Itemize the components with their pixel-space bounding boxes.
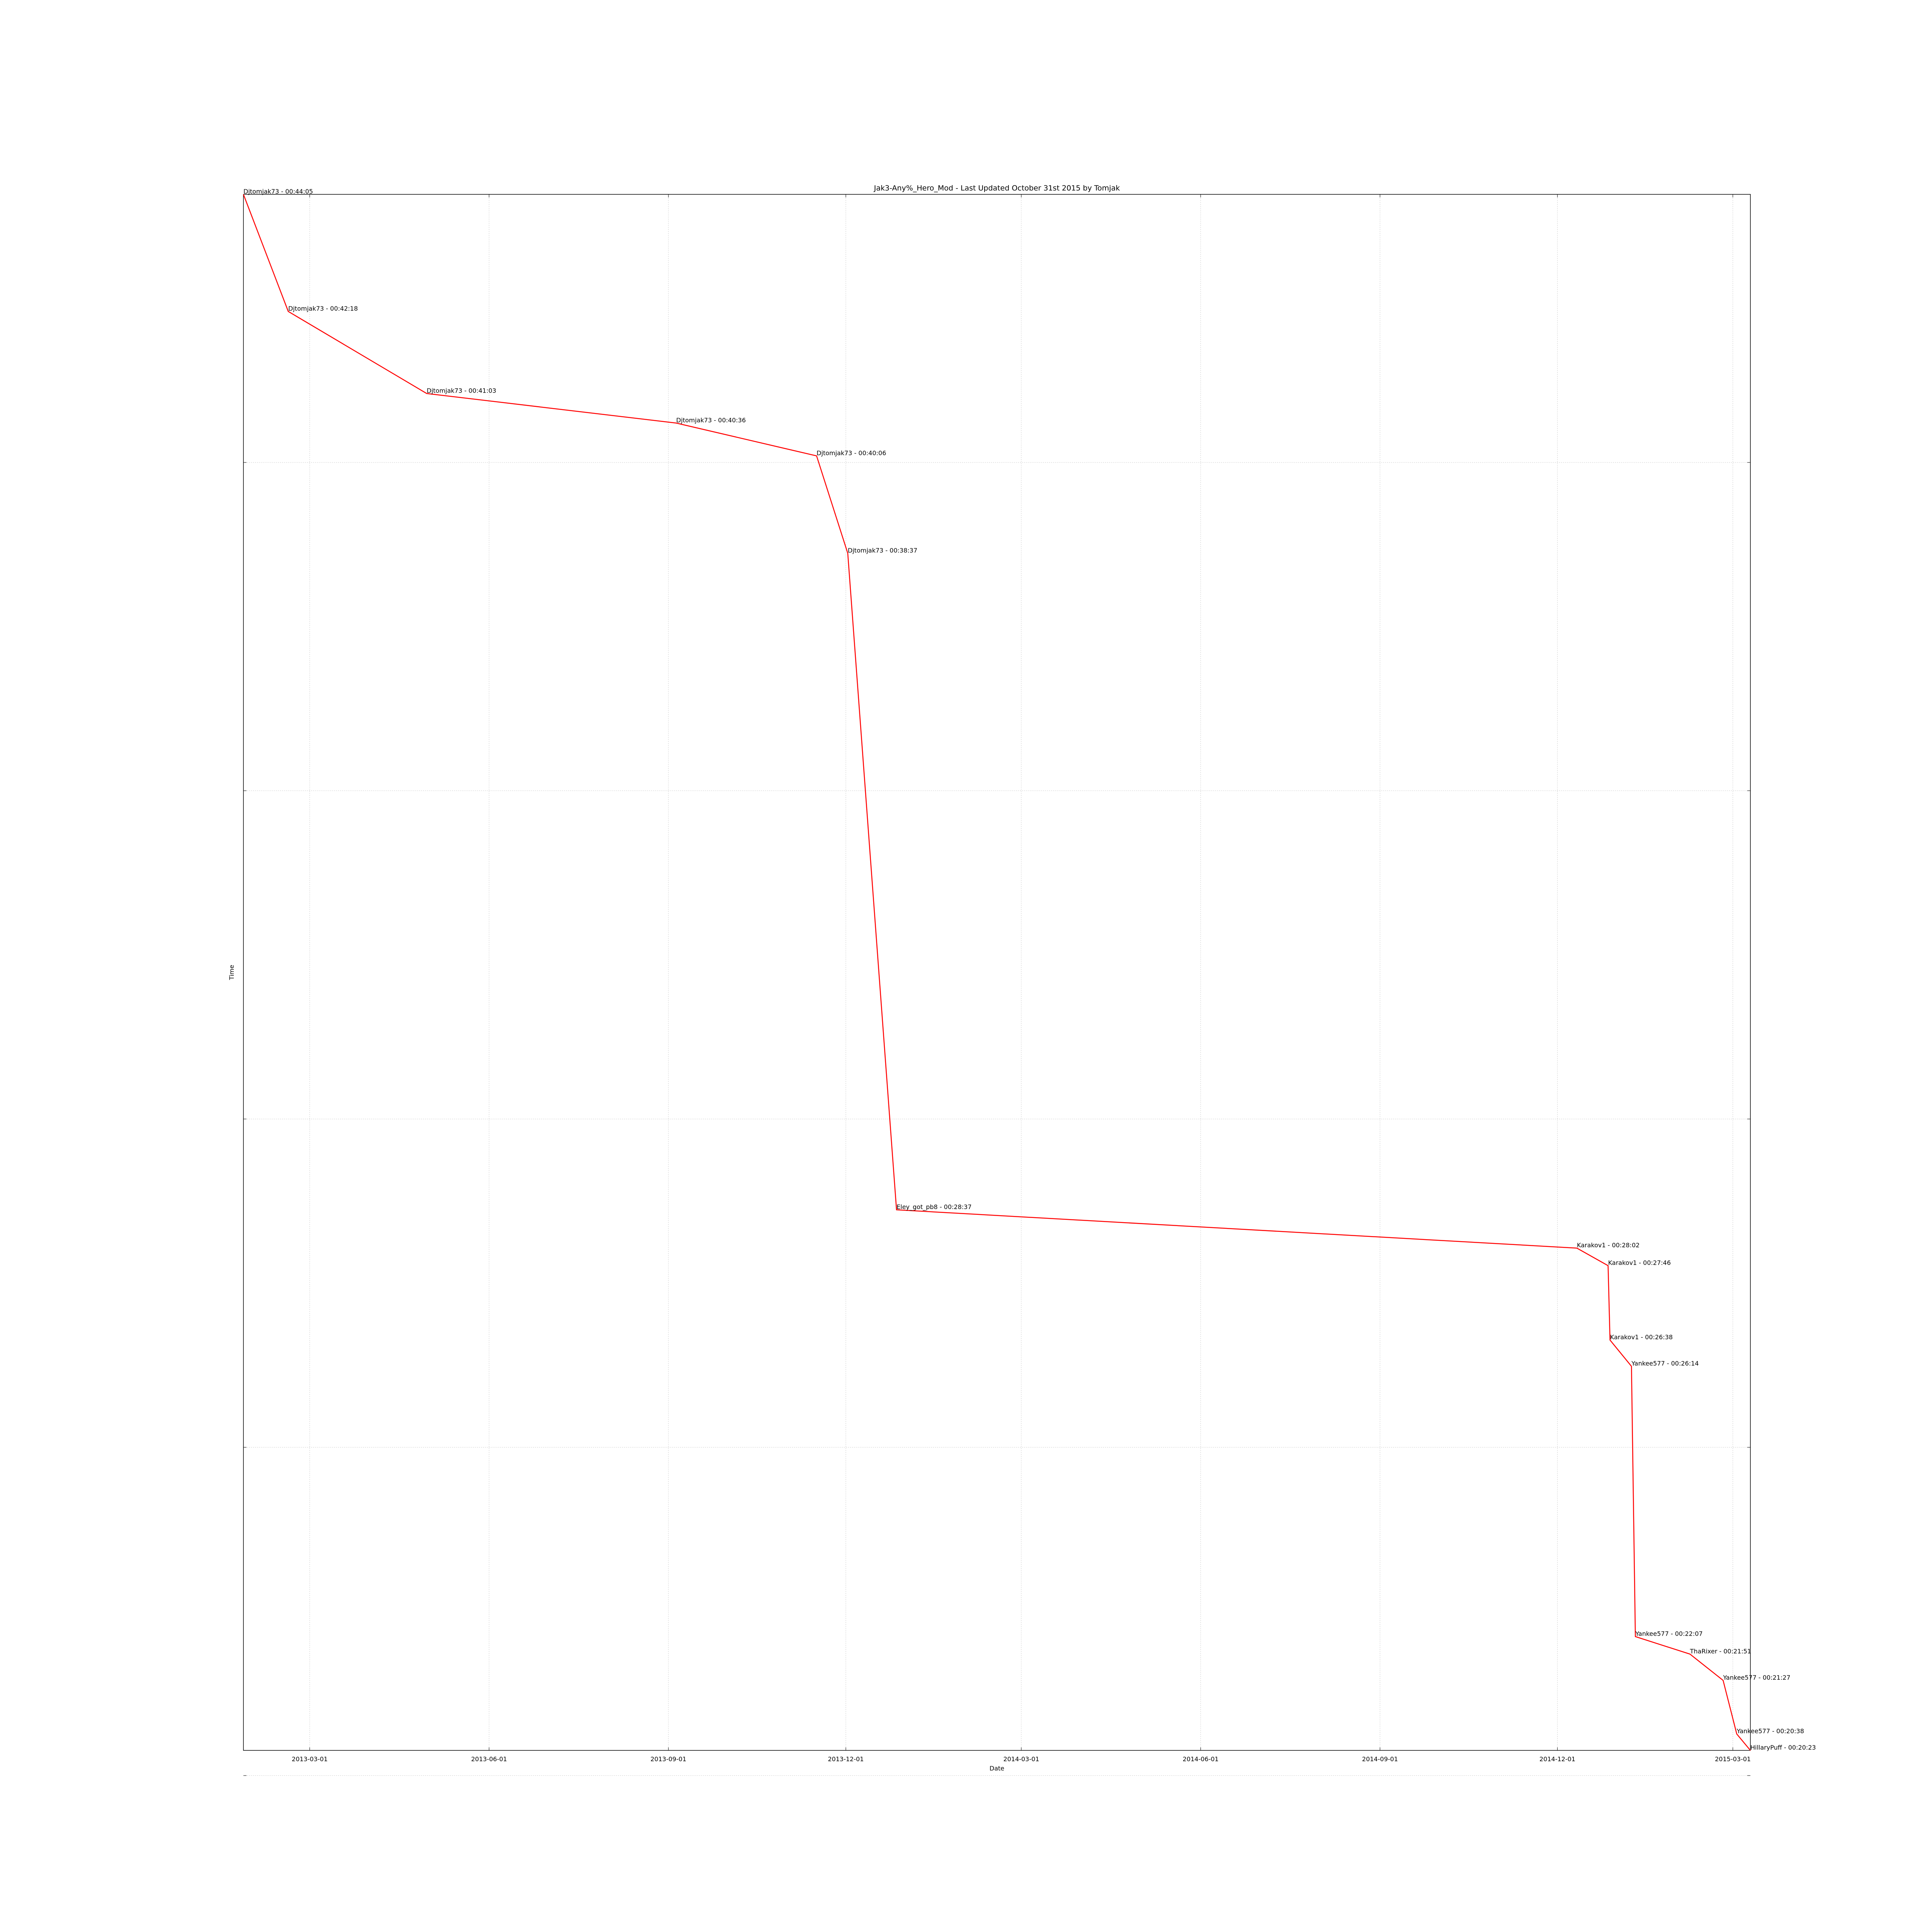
x-tick-label: 2013-12-01 (828, 1755, 864, 1763)
x-axis-ticks: 2013-03-01 2013-06-01 2013-09-01 2013-12-01… (292, 194, 1751, 1763)
point-label: Eley_got_pb8 - 00:28:37 (896, 1203, 971, 1211)
y-axis-ticks (243, 462, 1750, 1776)
point-label: Karakov1 - 00:27:46 (1608, 1259, 1671, 1266)
point-label: Karakov1 - 00:28:02 (1577, 1242, 1639, 1249)
series-line (243, 194, 1751, 1751)
point-label: Djtomjak73 - 00:44:05 (243, 188, 313, 195)
plot-frame (243, 194, 1751, 1751)
y-axis-label: Time (228, 965, 235, 980)
point-label: Djtomjak73 - 00:40:36 (676, 417, 746, 424)
x-tick-label: 2014-03-01 (1003, 1755, 1039, 1763)
point-label: ThaRixer - 00:21:51 (1690, 1648, 1751, 1655)
x-tick-label: 2014-06-01 (1183, 1755, 1219, 1763)
x-tick-label: 2014-12-01 (1539, 1755, 1575, 1763)
point-label: Yankee577 - 00:20:38 (1736, 1728, 1804, 1735)
point-label: Djtomjak73 - 00:41:03 (427, 387, 496, 394)
point-label: HillaryPuff - 00:20:23 (1750, 1744, 1816, 1751)
x-tick-label: 2013-09-01 (650, 1755, 686, 1763)
point-label: Djtomjak73 - 00:38:37 (848, 547, 917, 554)
x-tick-label: 2014-09-01 (1362, 1755, 1398, 1763)
point-label: Djtomjak73 - 00:40:06 (816, 449, 886, 457)
x-tick-label: 2013-03-01 (292, 1755, 328, 1763)
point-label: Yankee577 - 00:21:27 (1723, 1674, 1790, 1681)
chart-title: Jak3-Any%_Hero_Mod - Last Updated Octobe… (874, 184, 1120, 192)
point-labels: Djtomjak73 - 00:44:05 Djtomjak73 - 00:42:… (243, 188, 1816, 1751)
x-tick-label: 2013-06-01 (471, 1755, 507, 1763)
x-tick-label: 2015-03-01 (1715, 1755, 1751, 1763)
grid (243, 194, 1750, 1776)
point-label: Yankee577 - 00:22:07 (1635, 1630, 1702, 1637)
point-label: Karakov1 - 00:26:38 (1610, 1333, 1673, 1341)
point-label: Yankee577 - 00:26:14 (1631, 1360, 1699, 1367)
point-label: Djtomjak73 - 00:42:18 (288, 305, 358, 312)
x-axis-label: Date (990, 1765, 1004, 1772)
